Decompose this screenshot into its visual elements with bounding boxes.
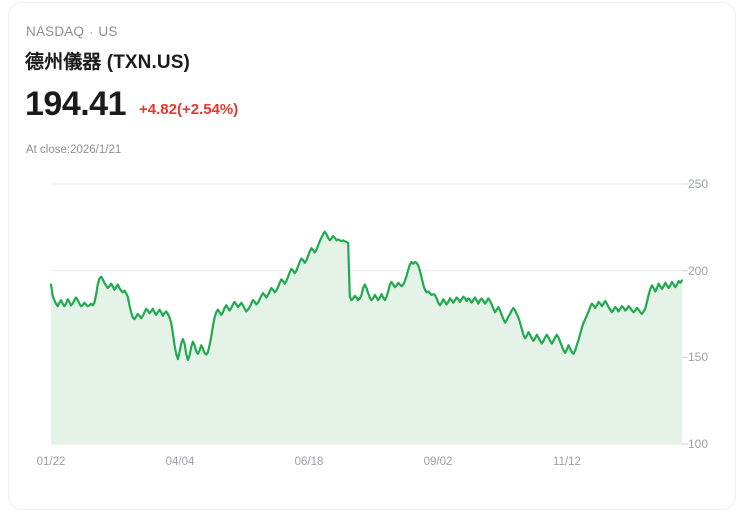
- chart-area-fill: [51, 231, 682, 444]
- region-label: US: [98, 24, 118, 39]
- current-price: 194.41: [25, 85, 127, 123]
- x-axis-tick-label: 11/12: [553, 456, 581, 468]
- x-axis-tick-label: 06/18: [294, 456, 324, 468]
- x-axis-tick-label: 04/04: [165, 456, 195, 468]
- y-axis-tick-label: 100: [688, 437, 709, 451]
- x-axis-tick-label: 01/22: [36, 456, 66, 468]
- x-axis-tick-label: 09/02: [423, 456, 453, 468]
- page-title: 德州儀器 (TXN.US): [25, 52, 190, 73]
- price-change: +4.82(+2.54%): [139, 101, 239, 118]
- y-axis-tick-label: 200: [688, 263, 709, 278]
- y-axis-tick-label: 150: [688, 350, 709, 365]
- exchange-name: NASDAQ: [26, 24, 85, 39]
- exchange-region: NASDAQ · US: [26, 24, 118, 39]
- separator-dot: ·: [89, 25, 94, 39]
- price-row: 194.41 +4.82(+2.54%): [25, 87, 238, 121]
- chart-line: [49, 230, 684, 362]
- chart-canvas: [49, 183, 688, 445]
- stock-quote-card: NASDAQ · US 德州儀器 (TXN.US) 194.41 +4.82(+2.…: [8, 2, 736, 510]
- y-axis-tick-label: 250: [688, 177, 709, 191]
- price-chart[interactable]: 100 150 200 250 01/22 04/04 06/18 09/02 11/12: [9, 168, 735, 478]
- at-close-timestamp: At close:2026/1/21: [26, 144, 122, 156]
